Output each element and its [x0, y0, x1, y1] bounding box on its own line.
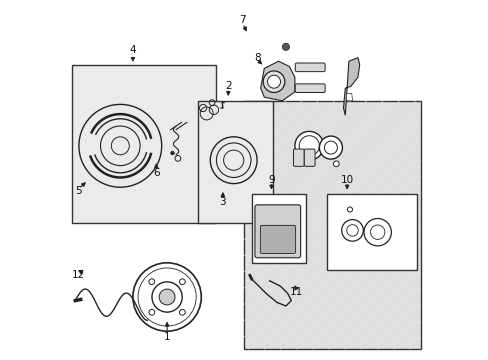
Circle shape — [333, 161, 339, 167]
Text: 2: 2 — [224, 81, 231, 91]
Polygon shape — [343, 58, 359, 115]
Polygon shape — [260, 61, 294, 101]
FancyBboxPatch shape — [260, 225, 295, 253]
Circle shape — [263, 71, 284, 93]
Polygon shape — [346, 94, 352, 101]
FancyBboxPatch shape — [254, 205, 300, 258]
Circle shape — [341, 220, 363, 241]
Text: 1: 1 — [163, 332, 170, 342]
Bar — [326, 194, 416, 270]
Text: 4: 4 — [129, 45, 136, 55]
Circle shape — [149, 279, 154, 285]
Text: 9: 9 — [267, 175, 274, 185]
Bar — [72, 65, 215, 223]
Text: 8: 8 — [253, 53, 260, 63]
Bar — [251, 194, 305, 263]
Circle shape — [179, 309, 185, 315]
Circle shape — [267, 75, 280, 88]
Circle shape — [149, 309, 154, 315]
Text: 3: 3 — [219, 197, 226, 207]
Circle shape — [347, 207, 352, 212]
FancyBboxPatch shape — [295, 63, 325, 72]
Circle shape — [299, 136, 319, 156]
FancyBboxPatch shape — [293, 149, 304, 166]
Circle shape — [370, 225, 384, 239]
Text: 6: 6 — [153, 168, 159, 178]
Circle shape — [159, 289, 175, 305]
Text: 12: 12 — [71, 270, 84, 280]
Bar — [244, 101, 420, 349]
Circle shape — [324, 141, 337, 154]
Bar — [197, 101, 273, 223]
Text: 7: 7 — [239, 15, 245, 25]
Circle shape — [170, 151, 174, 155]
Circle shape — [282, 43, 289, 50]
Text: 11: 11 — [289, 287, 303, 297]
Circle shape — [294, 131, 323, 160]
FancyBboxPatch shape — [304, 149, 314, 166]
Circle shape — [346, 225, 358, 236]
Text: 5: 5 — [76, 186, 82, 196]
Circle shape — [363, 219, 390, 246]
Text: 10: 10 — [340, 175, 353, 185]
Circle shape — [319, 136, 342, 159]
FancyBboxPatch shape — [295, 84, 325, 93]
Circle shape — [179, 279, 185, 285]
